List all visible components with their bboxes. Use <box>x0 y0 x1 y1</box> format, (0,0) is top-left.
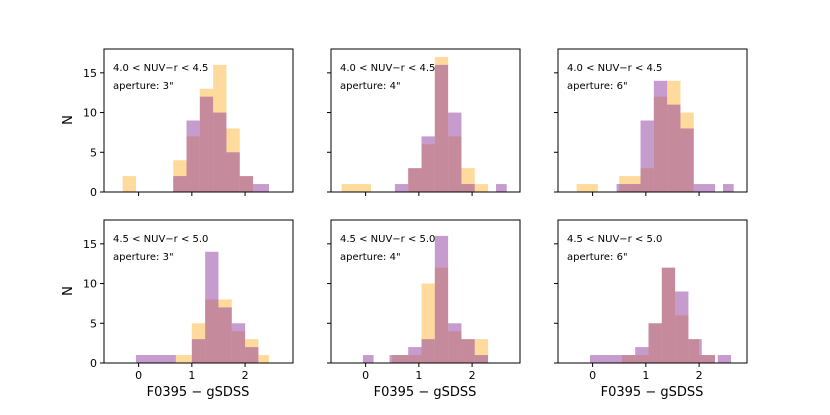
panel-6: 0 1 2 4.5 < NUV−r < 5.0 aperture: 6" <box>554 219 748 382</box>
histogram-bar-purple <box>589 355 614 363</box>
panel-annotation-aperture: aperture: 4" <box>340 252 401 263</box>
histogram-bar-purple <box>667 104 681 192</box>
x-axis-label-middle: F0395 − gSDSS <box>374 385 477 400</box>
y-tick-label: 15 <box>83 67 97 80</box>
panel-annotation-range: 4.5 < NUV−r < 5.0 <box>340 234 435 245</box>
histogram-bar-purple <box>186 120 200 192</box>
histogram-bar-purple <box>205 251 219 363</box>
histogram-bar-orange <box>576 184 598 192</box>
histogram-bar-orange <box>474 184 489 192</box>
histogram-bar-purple <box>394 184 409 192</box>
panel-annotation-aperture: aperture: 6" <box>567 81 628 92</box>
x-axis-label-left: F0395 − gSDSS <box>147 385 250 400</box>
histogram-bar-purple <box>421 136 435 192</box>
panel-annotation-range: 4.0 < NUV−r < 4.5 <box>567 63 662 74</box>
histogram-bar-purple <box>701 355 716 363</box>
histogram-bar-purple <box>408 347 422 363</box>
histogram-bar-orange <box>258 355 270 363</box>
histogram-bar-purple <box>434 64 449 192</box>
histogram-bar-purple <box>213 112 227 192</box>
panel-5: 0 1 2 4.5 < NUV−r < 5.0 aperture: 4" <box>327 219 521 382</box>
histogram-bar-purple <box>461 339 475 363</box>
histogram-bar-purple <box>688 339 702 363</box>
histogram-bar-purple <box>616 184 625 192</box>
histogram-bar-purple <box>448 112 462 192</box>
histogram-bar-purple <box>680 128 694 192</box>
histogram-bar-purple <box>218 307 232 363</box>
histogram-bar-purple <box>199 96 214 192</box>
histogram-bar-orange <box>175 355 192 363</box>
panel-frame <box>330 219 521 364</box>
histogram-bar-purple <box>135 355 176 363</box>
x-tick-label: 2 <box>696 369 703 382</box>
x-tick-label: 1 <box>415 369 422 382</box>
x-tick-label: 0 <box>589 369 596 382</box>
histogram-bar-purple <box>635 347 649 363</box>
panel-annotation-range: 4.0 < NUV−r < 4.5 <box>340 63 435 74</box>
histogram-bar-purple <box>653 80 668 192</box>
y-tick-label: 15 <box>83 238 97 251</box>
histogram-bar-purple <box>231 323 246 363</box>
panel-annotation-aperture: aperture: 3" <box>113 81 174 92</box>
histogram-bar-purple <box>245 347 259 363</box>
histogram-bar-purple <box>253 184 270 192</box>
y-axis-label-top: N <box>61 115 76 125</box>
panel-annotation-range: 4.0 < NUV−r < 4.5 <box>113 63 208 74</box>
y-tick-label: 10 <box>83 107 97 120</box>
panel-frame <box>103 48 294 193</box>
histogram-bar-purple <box>613 355 636 363</box>
panel-4: 0 1 2 0 5 10 15 4.5 < NUV−r < 5.0 aperture: 3" <box>83 219 294 382</box>
histogram-bar-purple <box>640 120 654 192</box>
histogram-bar-purple <box>723 184 734 192</box>
panel-3: 4.0 < NUV−r < 4.5 aperture: 6" <box>554 48 748 196</box>
y-tick-label: 0 <box>90 357 97 370</box>
histogram-bar-purple <box>717 355 732 363</box>
histogram-bar-purple <box>362 355 374 363</box>
panel-annotation-aperture: aperture: 6" <box>567 252 628 263</box>
histogram-bar-purple <box>661 267 676 363</box>
histogram-bar-purple <box>173 176 187 192</box>
x-tick-label: 1 <box>642 369 649 382</box>
histogram-bar-purple <box>624 184 641 192</box>
panel-frame <box>557 219 748 364</box>
histogram-bar-purple <box>239 176 254 192</box>
x-tick-label: 1 <box>188 369 195 382</box>
x-tick-label: 0 <box>362 369 369 382</box>
y-axis-label-bottom: N <box>61 286 76 296</box>
histogram-bar-purple <box>448 323 462 363</box>
panel-frame <box>330 48 521 193</box>
panel-annotation-range: 4.5 < NUV−r < 5.0 <box>567 234 662 245</box>
x-tick-label: 0 <box>135 369 142 382</box>
x-tick-label: 2 <box>242 369 249 382</box>
x-axis-label-right: F0395 − gSDSS <box>601 385 704 400</box>
histogram-bar-purple <box>474 355 489 363</box>
histogram-bar-orange <box>341 184 371 192</box>
histogram-bar-purple <box>461 184 475 192</box>
panel-annotation-range: 4.5 < NUV−r < 5.0 <box>113 234 208 245</box>
panel-frame <box>557 48 748 193</box>
y-tick-label: 0 <box>90 186 97 199</box>
panel-annotation-aperture: aperture: 3" <box>113 252 174 263</box>
histogram-bar-purple <box>434 235 449 363</box>
histogram-bar-orange <box>122 176 136 192</box>
y-tick-label: 5 <box>90 146 97 159</box>
panel-frame <box>103 219 294 364</box>
histogram-bar-purple <box>421 339 435 363</box>
histogram-bar-purple <box>675 291 689 363</box>
panel-2: 4.0 < NUV−r < 4.5 aperture: 4" <box>327 48 521 196</box>
histogram-bar-purple <box>191 339 206 363</box>
panel-1: 0 5 10 15 4.0 < NUV−r < 4.5 aperture: 3" <box>83 48 294 199</box>
histogram-bar-purple <box>693 184 716 192</box>
panel-annotation-aperture: aperture: 4" <box>340 81 401 92</box>
histogram-bar-purple <box>226 152 240 192</box>
histogram-bar-purple <box>408 168 422 192</box>
histogram-bar-purple <box>389 355 409 363</box>
y-tick-label: 5 <box>90 317 97 330</box>
histogram-bar-purple <box>496 184 507 192</box>
x-tick-label: 2 <box>469 369 476 382</box>
histogram-bar-purple <box>648 323 662 363</box>
y-tick-label: 10 <box>83 278 97 291</box>
